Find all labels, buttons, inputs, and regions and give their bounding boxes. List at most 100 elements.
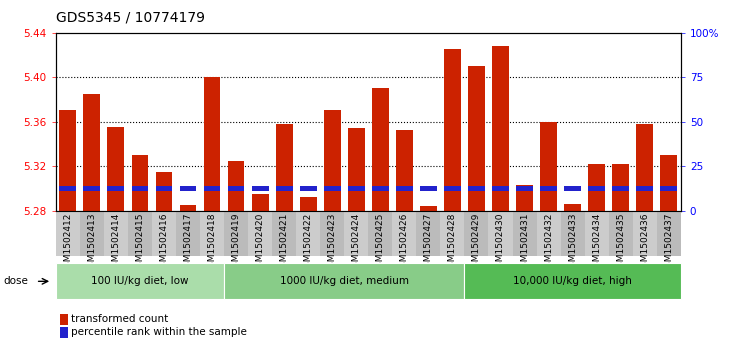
- Bar: [324, 186, 341, 191]
- Bar: [56, 263, 224, 299]
- Text: GSM1502428: GSM1502428: [448, 213, 457, 273]
- Bar: [228, 186, 245, 191]
- Bar: [128, 211, 152, 256]
- Bar: [444, 186, 461, 191]
- Bar: [564, 204, 581, 211]
- Bar: [440, 211, 464, 256]
- Bar: [152, 211, 176, 256]
- Bar: [296, 211, 320, 256]
- Text: percentile rank within the sample: percentile rank within the sample: [71, 327, 247, 337]
- Bar: [516, 186, 533, 191]
- Text: GSM1502414: GSM1502414: [112, 213, 121, 273]
- Bar: [300, 186, 317, 191]
- Text: GSM1502415: GSM1502415: [135, 213, 144, 273]
- Bar: [179, 205, 196, 211]
- Text: GSM1502417: GSM1502417: [184, 213, 193, 273]
- Text: GDS5345 / 10774179: GDS5345 / 10774179: [56, 11, 205, 25]
- Text: GSM1502422: GSM1502422: [304, 213, 312, 273]
- Bar: [396, 186, 413, 191]
- Text: GSM1502429: GSM1502429: [472, 213, 481, 273]
- Text: GSM1502434: GSM1502434: [592, 213, 601, 273]
- Bar: [540, 186, 557, 191]
- Bar: [320, 211, 344, 256]
- Bar: [612, 186, 629, 191]
- Bar: [248, 211, 272, 256]
- Bar: [104, 211, 128, 256]
- Bar: [344, 211, 368, 256]
- Bar: [324, 110, 341, 211]
- Bar: [368, 211, 392, 256]
- Bar: [107, 186, 124, 191]
- Bar: [636, 124, 653, 211]
- Text: 100 IU/kg diet, low: 100 IU/kg diet, low: [92, 276, 189, 286]
- Bar: [560, 211, 585, 256]
- Text: GSM1502416: GSM1502416: [159, 213, 168, 273]
- Bar: [540, 122, 557, 211]
- Text: GSM1502412: GSM1502412: [63, 213, 72, 273]
- Bar: [632, 211, 657, 256]
- Bar: [228, 160, 245, 211]
- Bar: [420, 206, 437, 211]
- Bar: [179, 186, 196, 191]
- Bar: [80, 211, 104, 256]
- Text: GSM1502418: GSM1502418: [208, 213, 217, 273]
- Bar: [348, 186, 365, 191]
- Text: GSM1502421: GSM1502421: [280, 213, 289, 273]
- Bar: [300, 197, 317, 211]
- Bar: [513, 211, 536, 256]
- Bar: [589, 164, 605, 211]
- Bar: [585, 211, 609, 256]
- Text: GSM1502413: GSM1502413: [87, 213, 97, 273]
- Bar: [636, 186, 653, 191]
- Bar: [132, 186, 148, 191]
- Bar: [492, 46, 509, 211]
- Bar: [224, 263, 464, 299]
- Text: 10,000 IU/kg diet, high: 10,000 IU/kg diet, high: [513, 276, 632, 286]
- Bar: [204, 186, 220, 191]
- Bar: [251, 194, 269, 211]
- Text: GSM1502423: GSM1502423: [327, 213, 337, 273]
- Bar: [468, 66, 485, 211]
- Text: GSM1502427: GSM1502427: [424, 213, 433, 273]
- Bar: [661, 186, 677, 191]
- Bar: [661, 155, 677, 211]
- Text: GSM1502420: GSM1502420: [256, 213, 265, 273]
- Bar: [468, 186, 485, 191]
- Text: GSM1502433: GSM1502433: [568, 213, 577, 273]
- Bar: [464, 263, 681, 299]
- Bar: [272, 211, 296, 256]
- Bar: [492, 186, 509, 191]
- Bar: [348, 128, 365, 211]
- Text: GSM1502437: GSM1502437: [664, 213, 673, 273]
- Bar: [657, 211, 681, 256]
- Bar: [60, 110, 76, 211]
- Text: GSM1502419: GSM1502419: [231, 213, 240, 273]
- Text: GSM1502431: GSM1502431: [520, 213, 529, 273]
- Text: transformed count: transformed count: [71, 314, 169, 325]
- Bar: [204, 77, 220, 211]
- Bar: [396, 130, 413, 211]
- Bar: [276, 124, 292, 211]
- Text: GSM1502424: GSM1502424: [352, 213, 361, 273]
- Bar: [417, 211, 440, 256]
- Bar: [155, 186, 173, 191]
- Bar: [60, 186, 76, 191]
- Text: 1000 IU/kg diet, medium: 1000 IU/kg diet, medium: [280, 276, 408, 286]
- Text: GSM1502436: GSM1502436: [640, 213, 650, 273]
- Text: GSM1502432: GSM1502432: [544, 213, 553, 273]
- Bar: [464, 211, 489, 256]
- Bar: [609, 211, 632, 256]
- Text: GSM1502435: GSM1502435: [616, 213, 625, 273]
- Bar: [83, 186, 100, 191]
- Text: GSM1502426: GSM1502426: [400, 213, 409, 273]
- Bar: [276, 186, 292, 191]
- Bar: [564, 186, 581, 191]
- Bar: [251, 186, 269, 191]
- Bar: [612, 164, 629, 211]
- Bar: [155, 172, 173, 211]
- Text: dose: dose: [4, 276, 28, 286]
- Bar: [420, 186, 437, 191]
- Text: GSM1502430: GSM1502430: [496, 213, 505, 273]
- Bar: [489, 211, 513, 256]
- Text: GSM1502425: GSM1502425: [376, 213, 385, 273]
